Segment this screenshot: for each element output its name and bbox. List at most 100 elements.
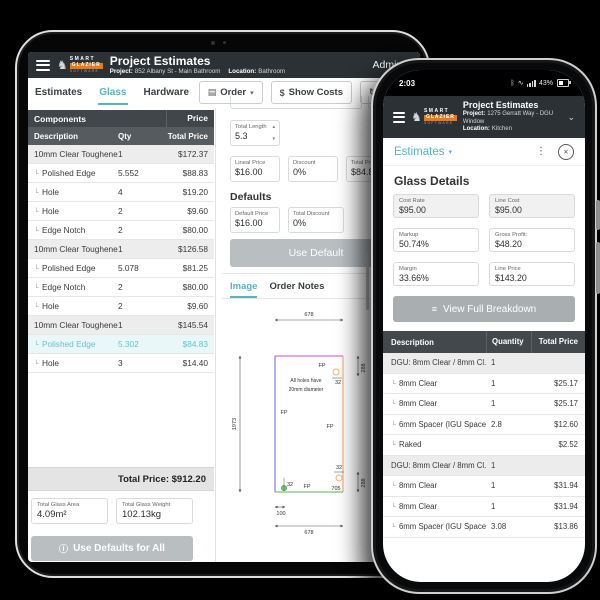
table-row[interactable]: └ Polished Edge 5.078 $81.25 <box>28 259 214 278</box>
menu-lines-icon: ≡ <box>431 304 438 314</box>
table-row[interactable]: └10mm Clear Toughened 1 $126.58 <box>28 240 214 259</box>
project-subtitle: Project: 1275 Gerratt Way - DGU Window <box>463 111 562 126</box>
stepper-up-icon[interactable]: ▴ <box>272 123 275 130</box>
tab[interactable]: Hardware <box>143 87 190 98</box>
table-row[interactable]: └ Hole 3 $14.40 <box>28 354 214 373</box>
table-row[interactable]: └ 8mm Clear 1 $25.17 <box>383 373 585 394</box>
table-row[interactable]: └ 8mm Clear 1 $31.94 <box>383 496 585 517</box>
table-row[interactable]: └DGU: 8mm Clear / 8mm Cl... 1 <box>383 353 585 374</box>
table-row[interactable]: └ Polished Edge 5.552 $88.83 <box>28 164 214 183</box>
row-description: Edge Notch <box>41 282 86 292</box>
default-fields-row: Default Price $16.00 Total Discount 0% <box>230 207 344 233</box>
row-price: $31.94 <box>554 501 578 511</box>
dollar-icon: $ <box>279 87 285 98</box>
detail-field[interactable]: Discount 0% <box>288 156 338 182</box>
row-description: 8mm Clear <box>398 501 438 511</box>
table-row[interactable]: └ Hole 4 $19.20 <box>28 183 214 202</box>
table-row[interactable]: └ Polished Edge 5.302 $84.83 <box>28 335 214 354</box>
tree-branch-icon: └ <box>391 483 396 491</box>
row-quantity: 2.8 <box>491 419 502 429</box>
table-row[interactable]: └10mm Clear Toughened 1 $145.54 <box>28 316 214 335</box>
row-price: $126.58 <box>178 244 208 254</box>
row-price: $80.00 <box>182 282 208 292</box>
row-qty: 2 <box>118 225 123 235</box>
tab[interactable]: Estimates <box>35 87 83 98</box>
detail-field[interactable]: Markup 50.74% <box>393 228 479 252</box>
table-row[interactable]: └ Hole 2 $9.60 <box>28 202 214 221</box>
view-full-breakdown-button[interactable]: ≡ View Full Breakdown <box>393 296 575 322</box>
table-row[interactable]: └ Hole 2 $9.60 <box>28 297 214 316</box>
phone-screen: 2:03 ᛒ ∿ 43% ♞ SMART GLAZIER SOFT <box>383 70 585 582</box>
logo-software: SOFTWARE <box>423 120 454 125</box>
battery-percent: 43% <box>538 79 553 87</box>
table-row[interactable]: └DGU: 8mm Clear / 8mm Cl... 1 <box>383 455 585 476</box>
row-description: Hole <box>41 301 60 311</box>
default-field[interactable]: Total Discount 0% <box>288 207 344 233</box>
menu-icon[interactable] <box>36 59 50 71</box>
tree-branch-icon: └ <box>391 421 396 429</box>
table-row[interactable]: └ Edge Notch 2 $80.00 <box>28 221 214 240</box>
row-description: 6mm Spacer (IGU Space... <box>398 522 486 532</box>
table-row[interactable]: └10mm Clear Toughened 1 $172.37 <box>28 145 214 164</box>
table-row[interactable]: └ 8mm Clear 1 $25.17 <box>383 394 585 415</box>
tab[interactable]: Order Notes <box>269 281 325 292</box>
stepper-down-icon[interactable]: ▾ <box>272 135 275 142</box>
row-price: $25.17 <box>554 399 578 409</box>
status-bar: 2:03 ᛒ ∿ 43% <box>383 70 585 96</box>
table-row[interactable]: └ 8mm Clear 1 $31.94 <box>383 476 585 497</box>
detail-field[interactable]: Gross Profit: $48.20 <box>489 228 575 252</box>
chevron-down-icon: ▾ <box>448 148 453 156</box>
tree-branch-icon: └ <box>391 524 396 532</box>
price-header-label: Price <box>166 110 214 127</box>
dim-top-right: 288 <box>361 363 367 372</box>
total-glass-weight-field: Total Glass Weight 102.13kg <box>116 498 193 524</box>
row-description: Edge Notch <box>41 225 86 235</box>
info-icon: ⓘ <box>59 544 69 554</box>
tablet-camera <box>211 41 215 45</box>
table-row[interactable]: └ 6mm Spacer (IGU Space... 2.8 $12.60 <box>383 414 585 435</box>
row-quantity: 1 <box>491 358 496 368</box>
use-defaults-for-all-button[interactable]: ⓘ Use Defaults for All <box>31 536 193 561</box>
row-description: 6mm Spacer (IGU Space... <box>398 419 486 429</box>
row-price: $81.25 <box>182 263 208 273</box>
default-field[interactable]: Default Price $16.00 <box>230 207 280 233</box>
row-qty: 5.552 <box>118 168 139 178</box>
kebab-menu-icon[interactable]: ⋮ <box>536 146 546 157</box>
total-length-stepper[interactable]: Total Length 5.3 ▴ ▾ <box>230 120 280 146</box>
detail-field[interactable]: Cost Rate $95.00 <box>393 194 479 218</box>
table-row[interactable]: └ 6mm Spacer (IGU Space... 3.08 $13.86 <box>383 517 585 538</box>
components-header-label: Components <box>34 113 86 124</box>
location-label: Location: <box>228 68 257 76</box>
chevron-down-icon[interactable]: ⌄ <box>567 111 575 122</box>
row-qty: 5.302 <box>118 339 139 349</box>
project-value: 1275 Gerratt Way - DGU Window <box>462 111 554 125</box>
detail-field[interactable]: Line Price $143.20 <box>489 262 575 286</box>
row-quantity: 3.08 <box>491 522 507 532</box>
tab[interactable]: Glass <box>98 80 128 105</box>
dim-bottom-width: 678 <box>304 530 313 536</box>
menu-icon[interactable] <box>393 111 406 123</box>
tree-branch-icon: └ <box>391 401 396 409</box>
table-row[interactable]: └ Raked $2.52 <box>383 435 585 456</box>
table-row[interactable]: └ Edge Notch 2 $80.00 <box>28 278 214 297</box>
estimates-dropdown[interactable]: Estimates ▾ <box>394 146 452 158</box>
logo-smart: SMART <box>423 107 450 114</box>
row-price: $172.37 <box>178 149 208 159</box>
detail-field[interactable]: Line Cost $95.00 <box>489 194 575 218</box>
dim-hole-top: 32 <box>335 380 341 386</box>
detail-field[interactable]: Margin 33.66% <box>393 262 479 286</box>
show-costs-button[interactable]: $ Show Costs <box>270 81 352 104</box>
close-icon[interactable]: ✕ <box>558 143 574 160</box>
scrollbar-thumb[interactable] <box>366 252 369 310</box>
field-label: Markup <box>399 231 419 238</box>
smart-glazier-logo: ♞ SMART GLAZIER SOFTWARE <box>411 107 457 126</box>
detail-field[interactable]: Lineal Price $16.00 <box>230 156 280 182</box>
row-price: $25.17 <box>554 378 578 388</box>
col-description: Description <box>34 131 79 141</box>
project-value: 852 Albany St - Main Bathroom <box>134 68 221 76</box>
dim-left-offset: 100 <box>276 511 285 517</box>
tab[interactable]: Image <box>230 278 258 298</box>
field-value: $16.00 <box>235 166 263 177</box>
row-qty: 1 <box>118 320 123 330</box>
area-label: Total Glass Area <box>37 502 80 508</box>
